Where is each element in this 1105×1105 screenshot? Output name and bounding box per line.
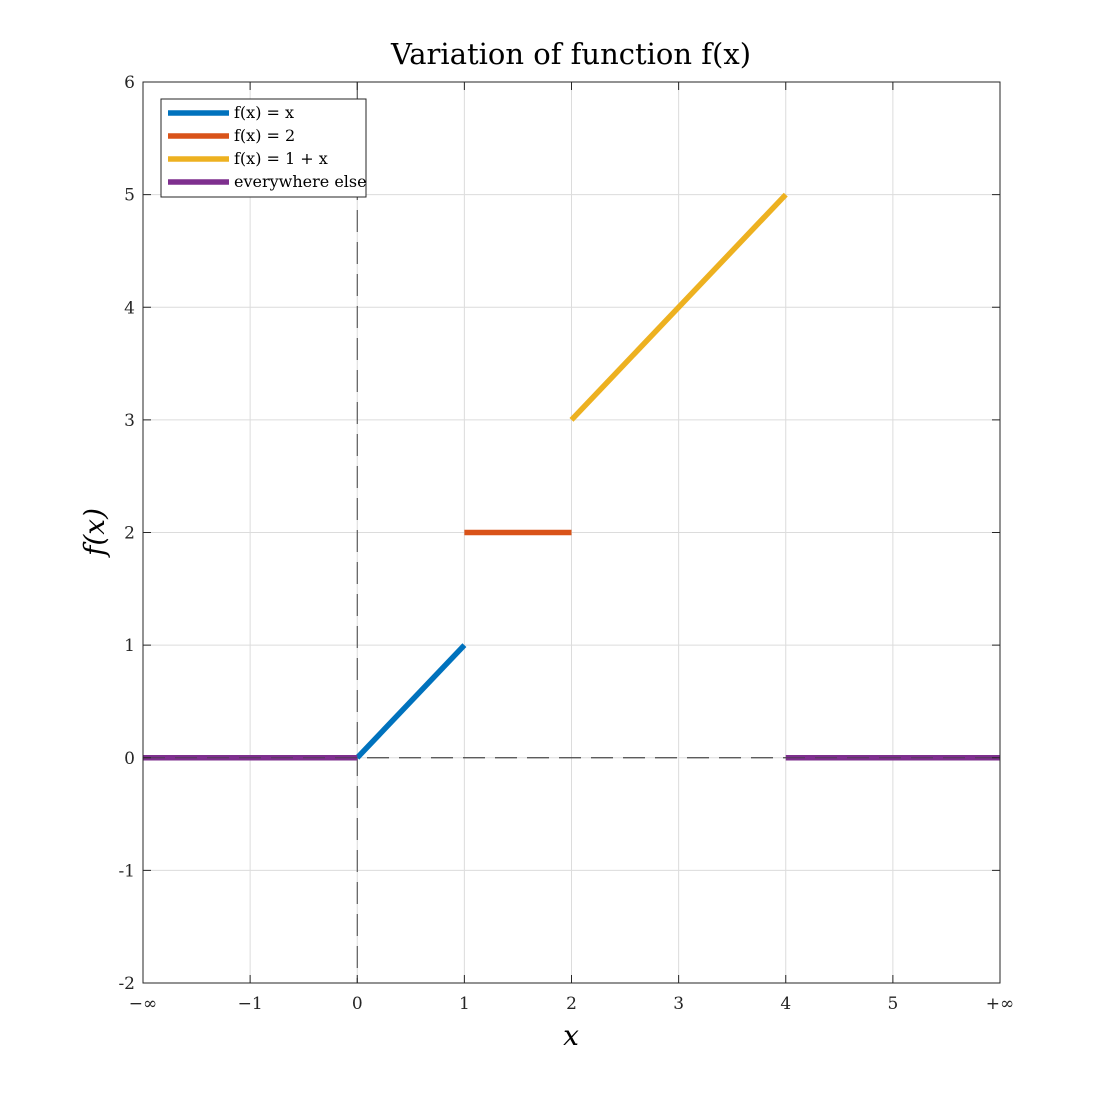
legend: f(x) = x f(x) = 2 f(x) = 1 + x everywhere e…	[160, 98, 367, 198]
x-axis-label: x	[563, 1019, 579, 1052]
y-tick-label: 3	[124, 411, 135, 431]
x-tick-label: 3	[673, 994, 684, 1014]
y-tick-label: 0	[124, 749, 135, 769]
y-tick-label: 1	[124, 636, 135, 656]
y-tick-label: -1	[118, 861, 135, 881]
legend-entry-label: everywhere else	[234, 172, 367, 191]
y-tick-label: -2	[118, 974, 135, 994]
series-2	[569, 192, 788, 422]
x-tick-label: 5	[887, 994, 898, 1014]
x-tick-label: −∞	[129, 994, 157, 1014]
legend-entry-label: f(x) = x	[234, 103, 294, 122]
x-tick-label: −1	[238, 994, 263, 1014]
x-tick-label: +∞	[986, 994, 1014, 1014]
chart-title: Variation of function f(x)	[390, 37, 751, 71]
series-segment	[569, 192, 788, 422]
tick-labels: −∞ −1 0 1 2 3 4 5 +∞ 6 5 4 3 2 1 0 -1 -2	[118, 73, 1014, 1014]
y-tick-label: 6	[124, 73, 135, 93]
series-0	[355, 643, 467, 760]
x-tick-label: 2	[566, 994, 577, 1014]
y-tick-label: 5	[124, 186, 135, 206]
y-axis-label: f(x)	[78, 508, 111, 558]
x-tick-label: 1	[459, 994, 470, 1014]
y-tick-label: 2	[124, 524, 135, 544]
x-tick-label: 4	[780, 994, 791, 1014]
ticks	[142, 81, 1001, 984]
x-tick-label: 0	[352, 994, 363, 1014]
y-tick-label: 4	[124, 298, 135, 318]
series-segment	[355, 643, 467, 760]
series-layer	[143, 192, 1000, 761]
legend-entry-label: f(x) = 1 + x	[234, 149, 328, 168]
legend-entry-label: f(x) = 2	[234, 126, 295, 145]
